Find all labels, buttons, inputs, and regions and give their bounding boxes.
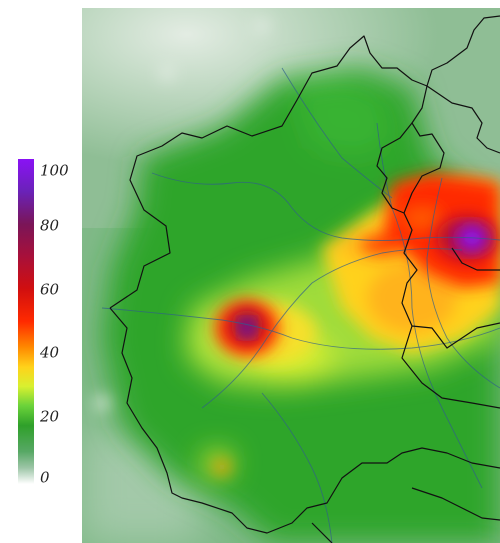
colorbar-tick-label: 0 xyxy=(40,468,50,487)
pale-spots xyxy=(95,20,268,410)
rivers xyxy=(101,67,500,543)
concentration-map xyxy=(82,8,500,543)
colorbar-tick-label: 100 xyxy=(40,161,69,180)
boundaries xyxy=(109,15,500,543)
map-svg xyxy=(82,8,500,543)
colorbar-tick-label: 40 xyxy=(40,343,60,362)
colorbar xyxy=(18,159,34,484)
hotspot-west xyxy=(240,320,254,336)
colorbar-tick-label: 60 xyxy=(40,280,60,299)
colorbar-tick-label: 20 xyxy=(40,407,60,426)
colorbar-tick-label: 80 xyxy=(40,216,60,235)
colorbar-gradient xyxy=(18,159,34,484)
